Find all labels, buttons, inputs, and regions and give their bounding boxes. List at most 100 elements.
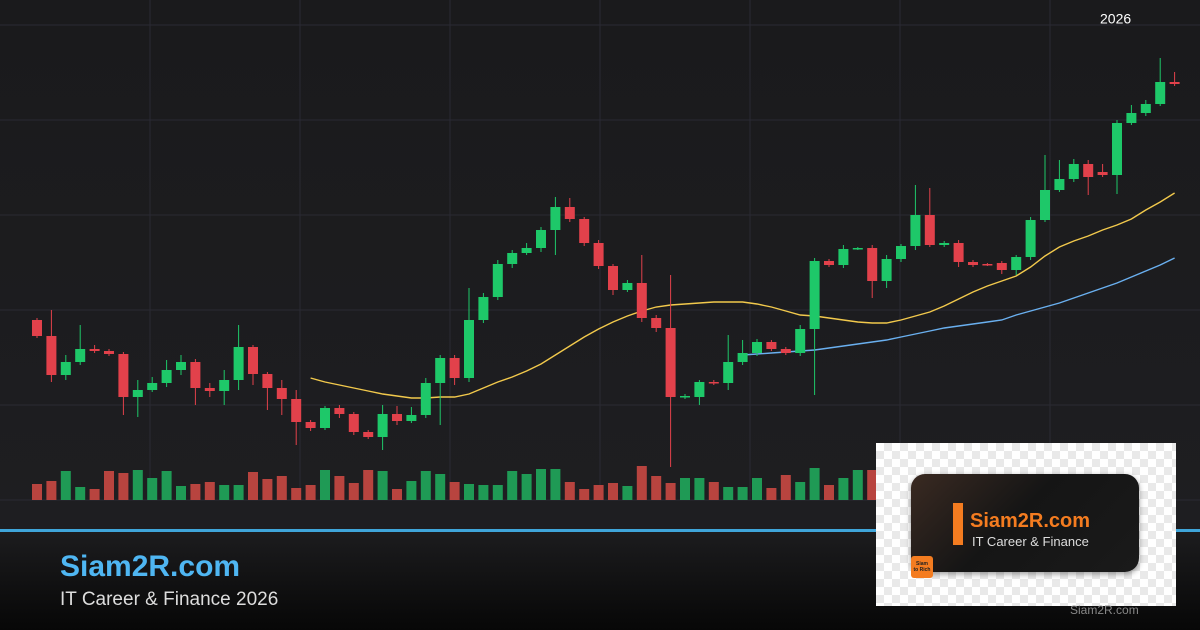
volume-bar — [550, 469, 561, 500]
candle-body — [564, 207, 575, 219]
candle-body — [593, 243, 604, 266]
volume-bar — [536, 469, 546, 500]
candle-body — [939, 243, 950, 245]
volume-bar — [377, 471, 388, 500]
candle-body — [464, 320, 474, 378]
volume-bar — [233, 485, 244, 500]
candle-body — [795, 329, 806, 353]
volume-bar — [478, 485, 489, 500]
candle-body — [478, 297, 489, 320]
candle-body — [996, 263, 1007, 270]
volume-bar — [89, 489, 100, 500]
candle-body — [1097, 172, 1108, 175]
candle-body — [579, 219, 590, 243]
candle-body — [32, 320, 42, 336]
volume-bar — [737, 487, 748, 500]
volume-bar — [680, 478, 690, 500]
volume-bar — [60, 471, 71, 500]
logo: Siam to Rich — [911, 556, 933, 578]
candle-body — [190, 362, 201, 388]
candle-body — [968, 262, 978, 265]
candle-body — [291, 399, 302, 422]
volume-bar — [320, 470, 330, 500]
volume-bar — [665, 483, 676, 500]
badge-card: Siam2R.com IT Career & Finance Siam to Ri… — [911, 474, 1139, 578]
candle-body — [1040, 190, 1050, 220]
volume-bar — [492, 485, 503, 500]
grid — [0, 0, 1200, 501]
volume-bar — [651, 476, 662, 500]
badge-title: Siam2R.com — [970, 510, 1091, 532]
candle-body — [694, 382, 705, 397]
volume-bar — [248, 472, 258, 500]
candle-body — [622, 283, 633, 290]
candle-body — [924, 215, 935, 245]
volume-bar — [622, 486, 633, 500]
candle-body — [1068, 164, 1079, 179]
volume-bar — [867, 470, 878, 500]
volume-bar — [392, 489, 402, 500]
volume-bar — [752, 478, 762, 500]
candle-body — [752, 342, 762, 353]
candle-body — [89, 349, 100, 351]
candle-body — [320, 408, 330, 428]
volume-bar — [276, 476, 287, 500]
volume-bar — [32, 484, 42, 500]
volume-bar — [464, 484, 474, 500]
candle-body — [1126, 113, 1137, 123]
candle-body — [348, 414, 359, 432]
candle-body — [118, 354, 129, 397]
volume-bar — [161, 471, 172, 500]
volume-bar — [46, 481, 57, 500]
volume-bar — [507, 471, 518, 500]
candle-body — [680, 396, 690, 398]
badge-accent — [953, 503, 963, 545]
candle-body — [104, 351, 114, 354]
volume-bar — [132, 470, 143, 500]
candle-body — [636, 283, 647, 318]
candle-body — [219, 380, 230, 391]
volume-bar — [435, 474, 446, 500]
candle-body — [262, 374, 273, 388]
volume-bar — [176, 486, 186, 500]
volume-bar — [104, 471, 114, 500]
candle-body — [651, 318, 662, 328]
volume-bar — [449, 482, 460, 500]
volume-bar — [636, 466, 647, 500]
candle-body — [780, 349, 791, 353]
volume-bar — [708, 482, 719, 500]
candle-body — [363, 432, 374, 437]
volume-bar — [780, 475, 791, 500]
volume-bar — [593, 485, 604, 500]
candle-body — [492, 264, 503, 297]
moving-average-line — [310, 192, 1175, 399]
candle-body — [809, 261, 820, 329]
candle-body — [406, 415, 417, 421]
candle-body — [708, 382, 719, 384]
brand: Siam2R.com — [60, 550, 240, 583]
volume-bar — [824, 485, 834, 500]
volume-bar — [363, 470, 374, 500]
candle-body — [1025, 220, 1036, 257]
volume-bar — [521, 474, 532, 500]
logo-text: to Rich — [913, 567, 931, 573]
volume-bar — [75, 487, 86, 500]
volume-bar — [852, 470, 863, 500]
candle-body — [161, 370, 172, 383]
candle-body — [982, 264, 993, 266]
volume-bar — [348, 483, 359, 500]
volume-bar — [305, 485, 316, 500]
volume-bar — [723, 487, 734, 500]
candles — [32, 58, 1180, 467]
candle-body — [204, 388, 215, 391]
volume-bar — [147, 478, 158, 500]
volume-bar — [795, 482, 806, 500]
candle-body — [334, 408, 345, 414]
candle-body — [1011, 257, 1022, 270]
candle-body — [723, 362, 734, 383]
candle-body — [420, 383, 431, 415]
candle-body — [824, 261, 834, 265]
volume-bar — [262, 479, 273, 500]
